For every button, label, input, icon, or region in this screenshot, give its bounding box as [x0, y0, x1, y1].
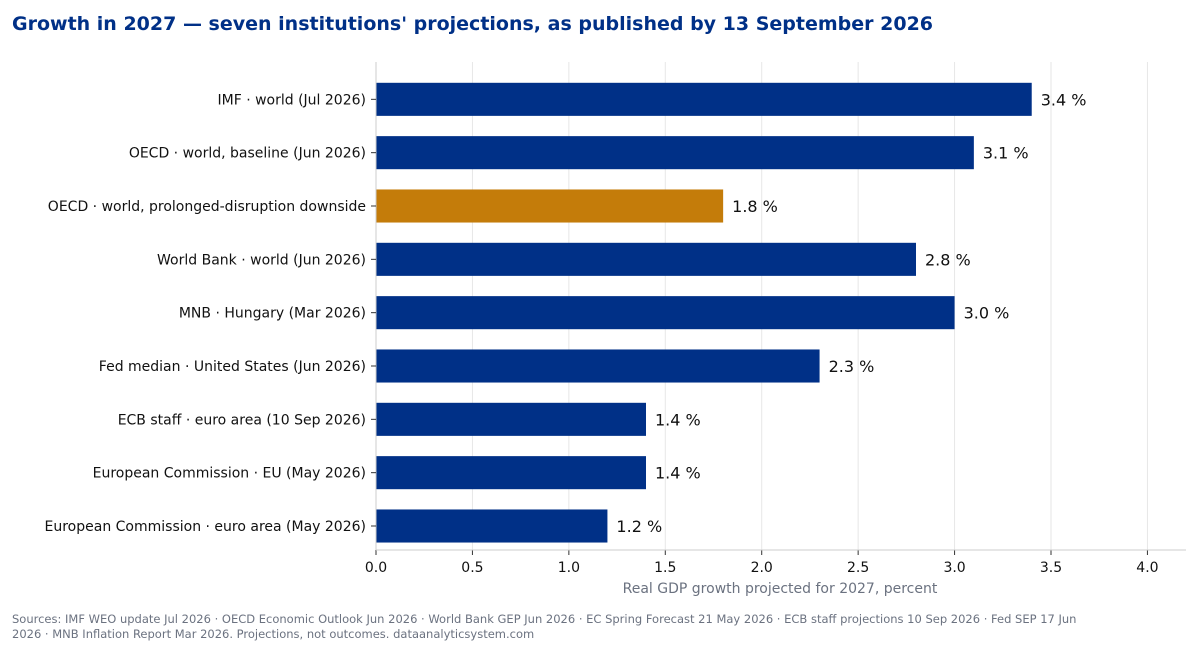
bar	[376, 136, 974, 170]
value-label: 3.1 %	[983, 144, 1029, 163]
category-label: European Commission · euro area (May 202…	[45, 519, 366, 535]
category-label: ECB staff · euro area (10 Sep 2026)	[118, 412, 366, 428]
bar	[376, 509, 608, 543]
category-label: European Commission · EU (May 2026)	[93, 466, 366, 482]
value-label: 2.8 %	[925, 250, 971, 269]
x-tick-label: 0.0	[365, 560, 387, 576]
category-label: OECD · world, baseline (Jun 2026)	[129, 146, 366, 162]
bars	[376, 82, 1032, 543]
bar	[376, 349, 820, 383]
x-tick-label: 0.5	[461, 560, 483, 576]
x-tick-label: 3.0	[943, 560, 965, 576]
x-tick-label: 2.5	[847, 560, 869, 576]
bar-chart: IMF · world (Jul 2026) OECD · world, base…	[45, 62, 1186, 597]
value-label: 3.0 %	[964, 304, 1010, 323]
category-labels: IMF · world (Jul 2026) OECD · world, base…	[45, 92, 366, 535]
x-tick-label: 4.0	[1136, 560, 1158, 576]
chart-title: Growth in 2027 — seven institutions' pro…	[12, 13, 934, 35]
bar	[376, 296, 955, 330]
value-label: 2.3 %	[829, 357, 875, 376]
bar	[376, 402, 646, 436]
category-label: World Bank · world (Jun 2026)	[157, 252, 366, 268]
category-label: OECD · world, prolonged-disruption downs…	[48, 199, 366, 215]
bar	[376, 242, 916, 276]
category-label: Fed median · United States (Jun 2026)	[99, 359, 366, 375]
value-label: 1.4 %	[655, 410, 701, 429]
category-label: MNB · Hungary (Mar 2026)	[179, 306, 366, 322]
x-axis-title: Real GDP growth projected for 2027, perc…	[623, 581, 938, 597]
x-tick-label: 1.5	[654, 560, 676, 576]
bar	[376, 456, 646, 490]
value-labels: 3.4 % 3.1 % 1.8 % 2.8 % 3.0 % 2.3 % 1.4 % 1.4 %…	[616, 90, 1086, 536]
bar	[376, 189, 724, 223]
axes: 0.0 0.5 1.0 1.5 2.0 2.5 3.0 3.5 4.0	[365, 62, 1186, 576]
x-tick-label: 1.0	[558, 560, 580, 576]
bar	[376, 82, 1032, 116]
value-label: 3.4 %	[1041, 90, 1087, 109]
category-label: IMF · world (Jul 2026)	[217, 92, 366, 108]
value-label: 1.8 %	[732, 197, 778, 216]
value-label: 1.4 %	[655, 464, 701, 483]
x-tick-label: 2.0	[751, 560, 773, 576]
x-tick-label: 3.5	[1040, 560, 1062, 576]
source-note: Sources: IMF WEO update Jul 2026 · OECD …	[12, 612, 1077, 641]
value-label: 1.2 %	[616, 517, 662, 536]
